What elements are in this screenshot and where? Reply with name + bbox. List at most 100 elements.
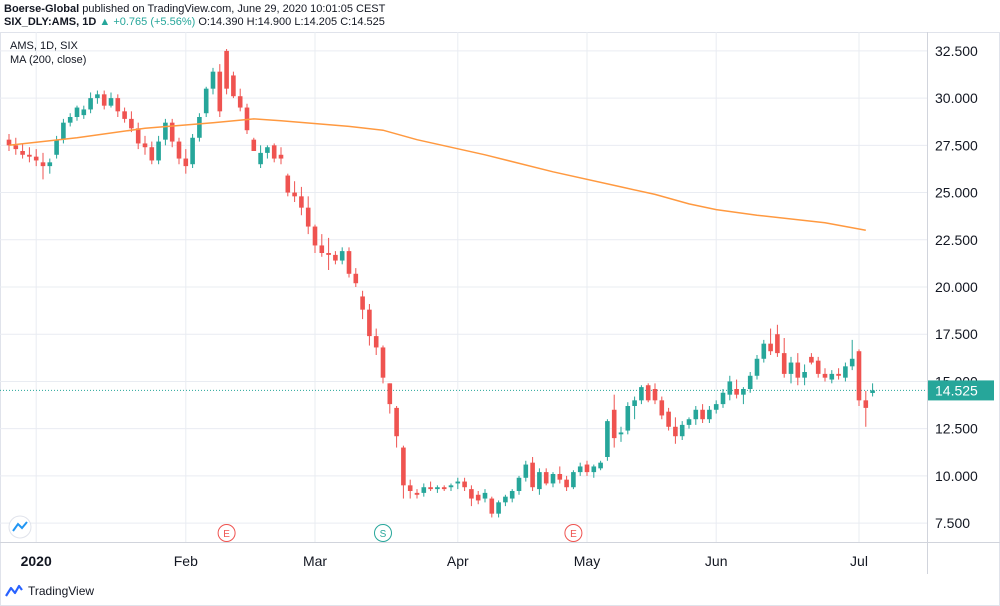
candle-down[interactable] [564, 479, 569, 488]
candle-down[interactable] [659, 400, 665, 416]
split-event-marker[interactable] [374, 524, 392, 542]
candle-down[interactable] [401, 447, 406, 486]
candle-up[interactable] [74, 107, 80, 117]
candle-up[interactable] [421, 487, 427, 493]
candle-up[interactable] [625, 406, 631, 431]
candle-up[interactable] [571, 472, 576, 488]
candle-up[interactable] [537, 472, 542, 490]
candle-up[interactable] [870, 390, 875, 393]
candle-down[interactable] [115, 98, 121, 112]
candle-up[interactable] [720, 392, 726, 405]
candle-down[interactable] [285, 175, 291, 193]
candle-up[interactable] [639, 387, 644, 401]
candle-down[interactable] [822, 373, 828, 378]
candle-up[interactable] [686, 419, 692, 425]
candle-down[interactable] [775, 334, 780, 354]
tradingview-footer[interactable]: TradingView [4, 584, 94, 598]
candle-down[interactable] [135, 128, 141, 144]
candle-down[interactable] [489, 498, 495, 514]
candle-up[interactable] [693, 409, 699, 420]
candle-up[interactable] [591, 466, 597, 473]
candle-down[interactable] [346, 251, 352, 274]
candle-down[interactable] [652, 389, 658, 401]
candle-down[interactable] [101, 94, 107, 106]
candle-down[interactable] [700, 409, 705, 420]
candle-down[interactable] [557, 474, 563, 480]
candle-down[interactable] [441, 487, 447, 490]
candle-down[interactable] [611, 409, 617, 439]
candle-up[interactable] [849, 358, 855, 367]
candle-down[interactable] [169, 122, 175, 142]
candle-up[interactable] [577, 466, 583, 473]
candle-down[interactable] [543, 472, 549, 484]
candle-down[interactable] [414, 492, 420, 495]
candle-down[interactable] [781, 353, 787, 374]
candle-up[interactable] [713, 404, 719, 410]
candle-up[interactable] [156, 141, 161, 161]
candle-up[interactable] [95, 94, 100, 99]
candle-down[interactable] [176, 141, 182, 159]
candle-down[interactable] [251, 139, 257, 151]
candle-down[interactable] [768, 343, 773, 352]
candle-up[interactable] [741, 389, 746, 395]
candle-down[interactable] [856, 351, 862, 401]
candle-up[interactable] [482, 492, 488, 499]
earnings-event-marker[interactable] [217, 524, 236, 542]
candle-down[interactable] [20, 151, 25, 155]
candle-up[interactable] [727, 381, 733, 395]
candle-down[interactable] [271, 145, 277, 159]
candle-up[interactable] [88, 98, 93, 110]
candle-down[interactable] [305, 207, 311, 227]
candle-down[interactable] [237, 96, 243, 108]
candle-down[interactable] [673, 426, 678, 437]
candle-down[interactable] [6, 139, 12, 146]
candle-down[interactable] [815, 360, 821, 374]
candle-up[interactable] [435, 487, 440, 490]
candle-up[interactable] [67, 117, 73, 123]
publisher-name[interactable]: Boerse-Global [4, 3, 80, 15]
candle-up[interactable] [496, 502, 501, 514]
candle-down[interactable] [353, 273, 359, 284]
candle-down[interactable] [795, 362, 801, 378]
candle-up[interactable] [707, 409, 712, 420]
candle-up[interactable] [632, 400, 637, 406]
candle-down[interactable] [299, 196, 304, 208]
candle-up[interactable] [605, 421, 610, 457]
candle-down[interactable] [149, 147, 155, 161]
candle-down[interactable] [530, 462, 535, 488]
candle-down[interactable] [129, 118, 134, 129]
candle-down[interactable] [734, 389, 739, 395]
candle-down[interactable] [373, 336, 379, 348]
candle-down[interactable] [27, 154, 32, 157]
candle-down[interactable] [462, 481, 467, 488]
candle-down[interactable] [809, 356, 814, 363]
candle-up[interactable] [509, 491, 515, 499]
candle-up[interactable] [210, 71, 216, 89]
candle-up[interactable] [54, 139, 59, 155]
candle-up[interactable] [455, 481, 461, 484]
candle-down[interactable] [122, 111, 127, 119]
candle-down[interactable] [475, 494, 481, 501]
candle-up[interactable] [829, 373, 835, 380]
candle-up[interactable] [618, 432, 624, 435]
candle-down[interactable] [836, 373, 841, 376]
candle-up[interactable] [761, 343, 767, 359]
candle-down[interactable] [428, 487, 433, 490]
candle-down[interactable] [224, 50, 229, 89]
candle-up[interactable] [802, 372, 807, 378]
indicator-legend[interactable]: MA (200, close) [10, 54, 87, 66]
candle-up[interactable] [339, 251, 345, 261]
candle-down[interactable] [863, 400, 869, 408]
candle-up[interactable] [747, 375, 753, 389]
candle-down[interactable] [394, 407, 399, 437]
candle-down[interactable] [645, 385, 651, 401]
candle-up[interactable] [47, 162, 53, 167]
candle-down[interactable] [469, 489, 474, 499]
candle-down[interactable] [584, 464, 590, 473]
candle-down[interactable] [360, 296, 365, 310]
candle-down[interactable] [666, 411, 671, 427]
candle-down[interactable] [407, 485, 413, 491]
candle-up[interactable] [108, 98, 114, 106]
candle-down[interactable] [183, 158, 189, 167]
